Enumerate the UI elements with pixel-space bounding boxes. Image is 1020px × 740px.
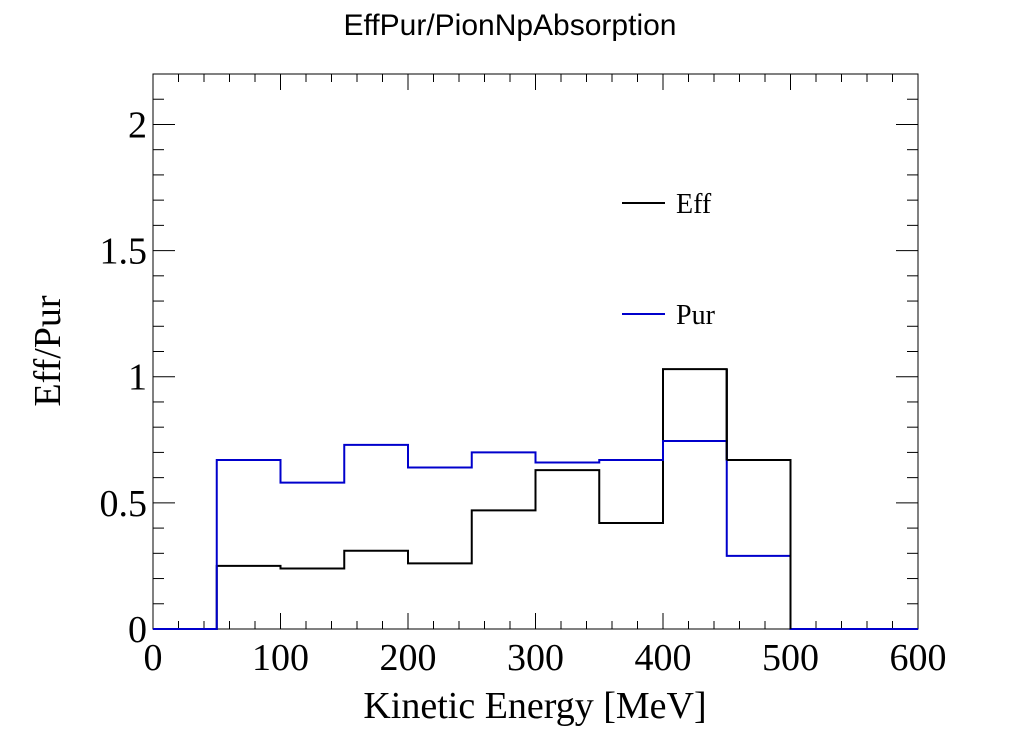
y-axis-label: Eff/Pur [27, 295, 69, 407]
x-tick-label: 400 [635, 637, 692, 679]
y-tick-label: 1 [128, 357, 147, 399]
x-tick-label: 100 [252, 637, 309, 679]
x-tick-label: 300 [507, 637, 564, 679]
x-tick-label: 0 [144, 637, 163, 679]
y-tick-label: 0.5 [100, 483, 148, 525]
x-tick-label: 500 [762, 637, 819, 679]
y-tick-label: 1.5 [100, 231, 148, 273]
legend-label-eff: Eff [676, 189, 712, 220]
series-eff-line [153, 368, 918, 630]
legend: Eff Pur [622, 189, 716, 331]
x-tick-label: 200 [380, 637, 437, 679]
y-tick-label: 0 [128, 609, 147, 651]
legend-label-pur: Pur [676, 300, 716, 331]
plot-frame [152, 73, 919, 630]
x-tick-label: 600 [890, 637, 947, 679]
tick-labels: 0 100 200 300 400 500 600 0 0.5 1 1.5 2 [100, 104, 947, 679]
series-pur-line [153, 440, 918, 630]
chart-title: EffPur/PionNpAbsorption [344, 9, 677, 42]
series-eff-bin [726, 458, 792, 629]
series-lines [153, 368, 918, 630]
y-tick-label: 2 [128, 104, 147, 146]
x-axis-label: Kinetic Energy [MeV] [363, 685, 706, 727]
axis-ticks [152, 73, 919, 630]
